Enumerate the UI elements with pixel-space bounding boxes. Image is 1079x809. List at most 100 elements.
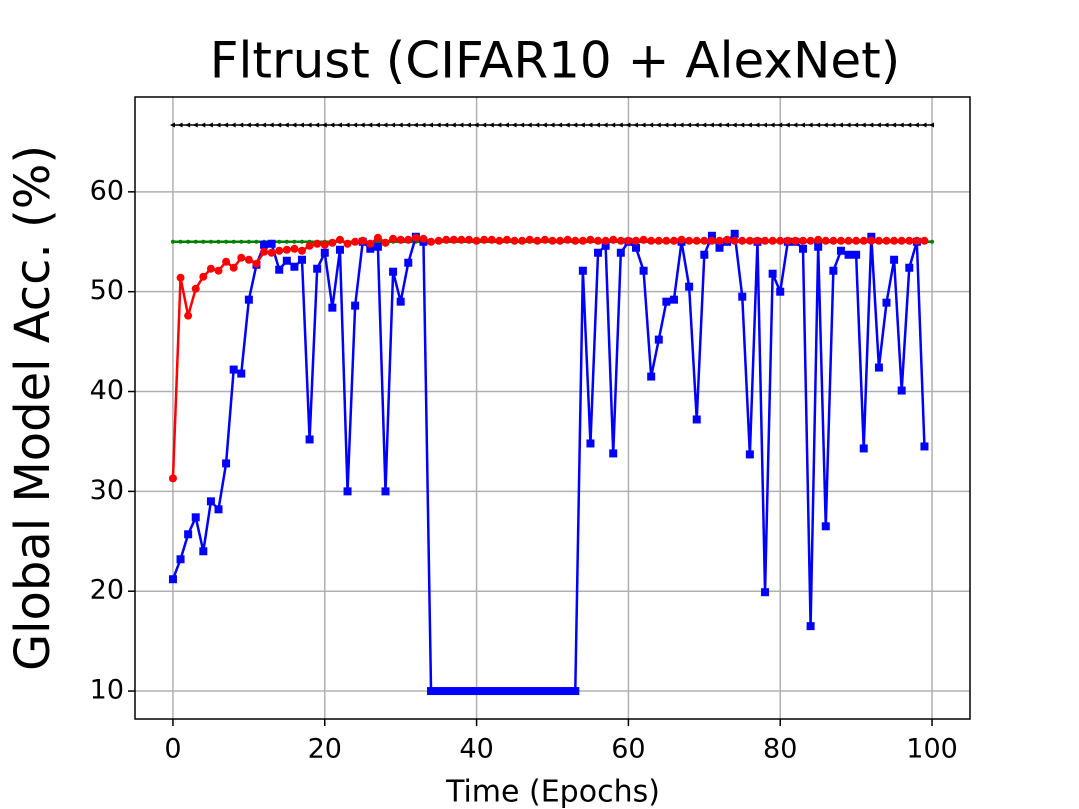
marker	[275, 246, 284, 255]
marker	[366, 244, 375, 253]
marker	[199, 272, 208, 281]
marker	[254, 239, 259, 244]
marker	[654, 236, 663, 245]
marker	[192, 122, 198, 128]
marker	[328, 238, 337, 247]
marker	[206, 264, 215, 273]
marker	[897, 386, 906, 395]
marker	[799, 244, 807, 253]
marker	[669, 295, 678, 304]
marker	[913, 122, 919, 128]
marker	[292, 239, 297, 244]
marker	[396, 235, 405, 244]
marker	[601, 241, 610, 250]
marker	[267, 239, 276, 248]
marker	[291, 122, 297, 128]
x-tick-label: 20	[308, 734, 342, 765]
marker	[495, 236, 504, 245]
marker	[374, 122, 380, 128]
marker	[540, 687, 549, 696]
marker	[610, 122, 616, 128]
marker	[526, 122, 532, 128]
marker	[502, 235, 511, 244]
marker	[625, 122, 631, 128]
marker	[571, 687, 580, 696]
marker	[579, 122, 585, 128]
marker	[373, 233, 382, 242]
y-tick-label: 60	[90, 175, 124, 206]
marker	[890, 236, 899, 245]
x-tick-label: 0	[164, 734, 181, 765]
marker	[882, 236, 891, 245]
marker	[237, 369, 246, 378]
marker	[563, 687, 572, 696]
y-axis-label: Global Model Acc. (%)	[5, 145, 61, 671]
marker	[556, 236, 565, 245]
marker	[754, 122, 760, 128]
marker	[912, 236, 921, 245]
marker	[587, 122, 593, 128]
marker	[216, 239, 221, 244]
marker	[685, 282, 694, 291]
marker	[502, 687, 511, 696]
marker	[487, 235, 496, 244]
marker	[276, 122, 282, 128]
marker	[427, 687, 436, 696]
marker	[428, 122, 434, 128]
marker	[883, 122, 889, 128]
marker	[305, 435, 314, 444]
marker	[229, 263, 238, 272]
marker	[761, 236, 770, 245]
marker	[252, 259, 261, 268]
marker	[199, 547, 208, 556]
marker	[335, 245, 344, 254]
marker	[601, 236, 610, 245]
marker	[654, 335, 663, 344]
marker	[473, 122, 479, 128]
marker	[875, 122, 881, 128]
marker	[420, 122, 426, 128]
marker	[557, 122, 563, 128]
marker	[419, 234, 428, 243]
marker	[716, 122, 722, 128]
marker	[730, 229, 739, 238]
x-axis-label: Time (Epochs)	[445, 775, 660, 809]
marker	[382, 122, 388, 128]
marker	[806, 236, 815, 245]
marker	[617, 122, 623, 128]
marker	[890, 255, 899, 264]
marker	[594, 248, 603, 257]
marker	[298, 255, 306, 264]
marker	[533, 687, 542, 696]
marker	[320, 248, 329, 257]
marker	[359, 122, 365, 128]
marker	[207, 122, 213, 128]
marker	[206, 497, 215, 506]
marker	[185, 122, 191, 128]
marker	[427, 237, 436, 246]
marker	[685, 236, 694, 245]
marker	[829, 266, 838, 275]
marker	[246, 239, 251, 244]
marker	[586, 439, 595, 448]
marker	[616, 248, 625, 257]
marker	[344, 122, 350, 128]
marker	[624, 236, 633, 245]
marker	[792, 122, 798, 128]
marker	[701, 122, 707, 128]
marker	[457, 235, 466, 244]
marker	[472, 236, 481, 245]
marker	[472, 687, 481, 696]
marker	[632, 236, 640, 245]
marker	[230, 122, 236, 128]
marker	[830, 122, 836, 128]
marker	[397, 122, 403, 128]
marker	[177, 122, 183, 128]
marker	[313, 239, 322, 248]
marker	[169, 122, 175, 128]
marker	[412, 122, 418, 128]
marker	[434, 687, 443, 696]
marker	[245, 122, 251, 128]
marker	[329, 122, 335, 128]
